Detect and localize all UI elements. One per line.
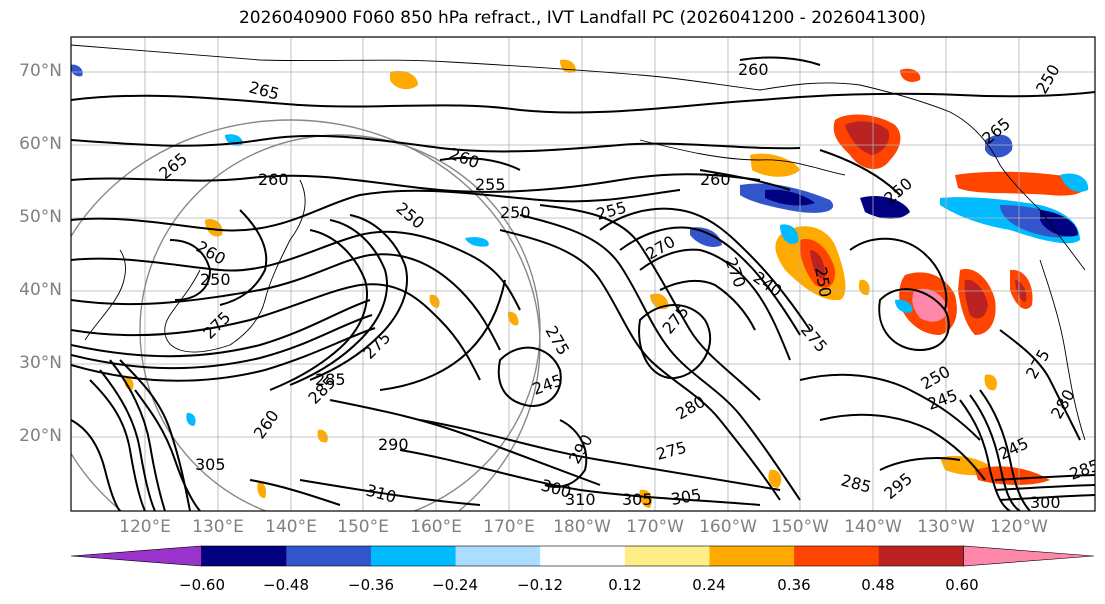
contour-label: 300 bbox=[1030, 493, 1061, 512]
contour-label: 260 bbox=[738, 60, 769, 79]
colorbar-swatch bbox=[455, 546, 541, 566]
lon-label: 160°E bbox=[410, 517, 462, 537]
lon-label: 180°W bbox=[553, 517, 611, 537]
lon-label: 150°W bbox=[771, 517, 829, 537]
colorbar-tick-label: 0.12 bbox=[608, 576, 642, 594]
contour-label: 285 bbox=[315, 370, 346, 389]
lon-label: 130°E bbox=[192, 517, 244, 537]
contour-label: 255 bbox=[475, 175, 506, 194]
lon-label: 150°E bbox=[337, 517, 389, 537]
lon-label: 130°W bbox=[917, 517, 975, 537]
contour-label: 250 bbox=[500, 203, 531, 222]
colorbar-extend-max bbox=[963, 545, 1095, 567]
coastlines bbox=[71, 44, 1086, 441]
lon-label: 140°E bbox=[265, 517, 317, 537]
contour-label: 250 bbox=[200, 270, 231, 289]
map-frame bbox=[70, 36, 1096, 512]
lat-label: 20°N bbox=[19, 426, 62, 446]
colorbar-swatch bbox=[794, 546, 880, 566]
colorbar-swatch bbox=[286, 546, 372, 566]
colorbar-swatch bbox=[370, 546, 457, 566]
contour-label: 310 bbox=[565, 490, 596, 509]
colorbar-swatch bbox=[540, 546, 626, 566]
colorbar-extend-min bbox=[70, 545, 202, 567]
colorbar-tick-label: −0.36 bbox=[348, 576, 394, 594]
colorbar-tick-label: −0.48 bbox=[263, 576, 309, 594]
lat-label: 50°N bbox=[19, 207, 62, 227]
colorbar-tick-label: −0.60 bbox=[179, 576, 225, 594]
graticule bbox=[71, 37, 1095, 511]
lon-label: 170°E bbox=[483, 517, 535, 537]
colorbar-swatch bbox=[878, 546, 964, 566]
lat-label: 70°N bbox=[19, 61, 62, 81]
colorbar-tick-label: 0.48 bbox=[861, 576, 895, 594]
landfall-circles bbox=[71, 119, 541, 511]
colorbar-tick-label: −0.12 bbox=[517, 576, 563, 594]
colorbar-tick-label: 0.24 bbox=[692, 576, 726, 594]
contour-label: 260 bbox=[700, 170, 731, 189]
contour-label: 290 bbox=[378, 435, 409, 454]
refractivity-contours bbox=[71, 56, 1095, 511]
colorbar-outline bbox=[201, 545, 964, 567]
contour-label: 305 bbox=[622, 490, 653, 509]
contour-label: 305 bbox=[195, 455, 226, 474]
colorbar-swatch bbox=[201, 546, 287, 566]
lon-label: 120°E bbox=[119, 517, 171, 537]
lon-label: 170°W bbox=[626, 517, 684, 537]
lon-label: 160°W bbox=[699, 517, 757, 537]
colorbar-swatch bbox=[624, 546, 710, 566]
lat-label: 30°N bbox=[19, 353, 62, 373]
lon-label: 120°W bbox=[990, 517, 1048, 537]
lat-label: 40°N bbox=[19, 280, 62, 300]
contour-label: 260 bbox=[258, 170, 289, 189]
map-title: 2026040900 F060 850 hPa refract., IVT La… bbox=[238, 8, 926, 28]
negative-anomaly-shading bbox=[71, 64, 1089, 426]
colorbar-swatch bbox=[709, 546, 795, 566]
lat-label: 60°N bbox=[19, 134, 62, 154]
colorbar-tick-label: 0.60 bbox=[945, 576, 979, 594]
colorbar-tick-label: −0.24 bbox=[432, 576, 478, 594]
lon-label: 140°W bbox=[844, 517, 902, 537]
colorbar-tick-label: 0.36 bbox=[777, 576, 811, 594]
